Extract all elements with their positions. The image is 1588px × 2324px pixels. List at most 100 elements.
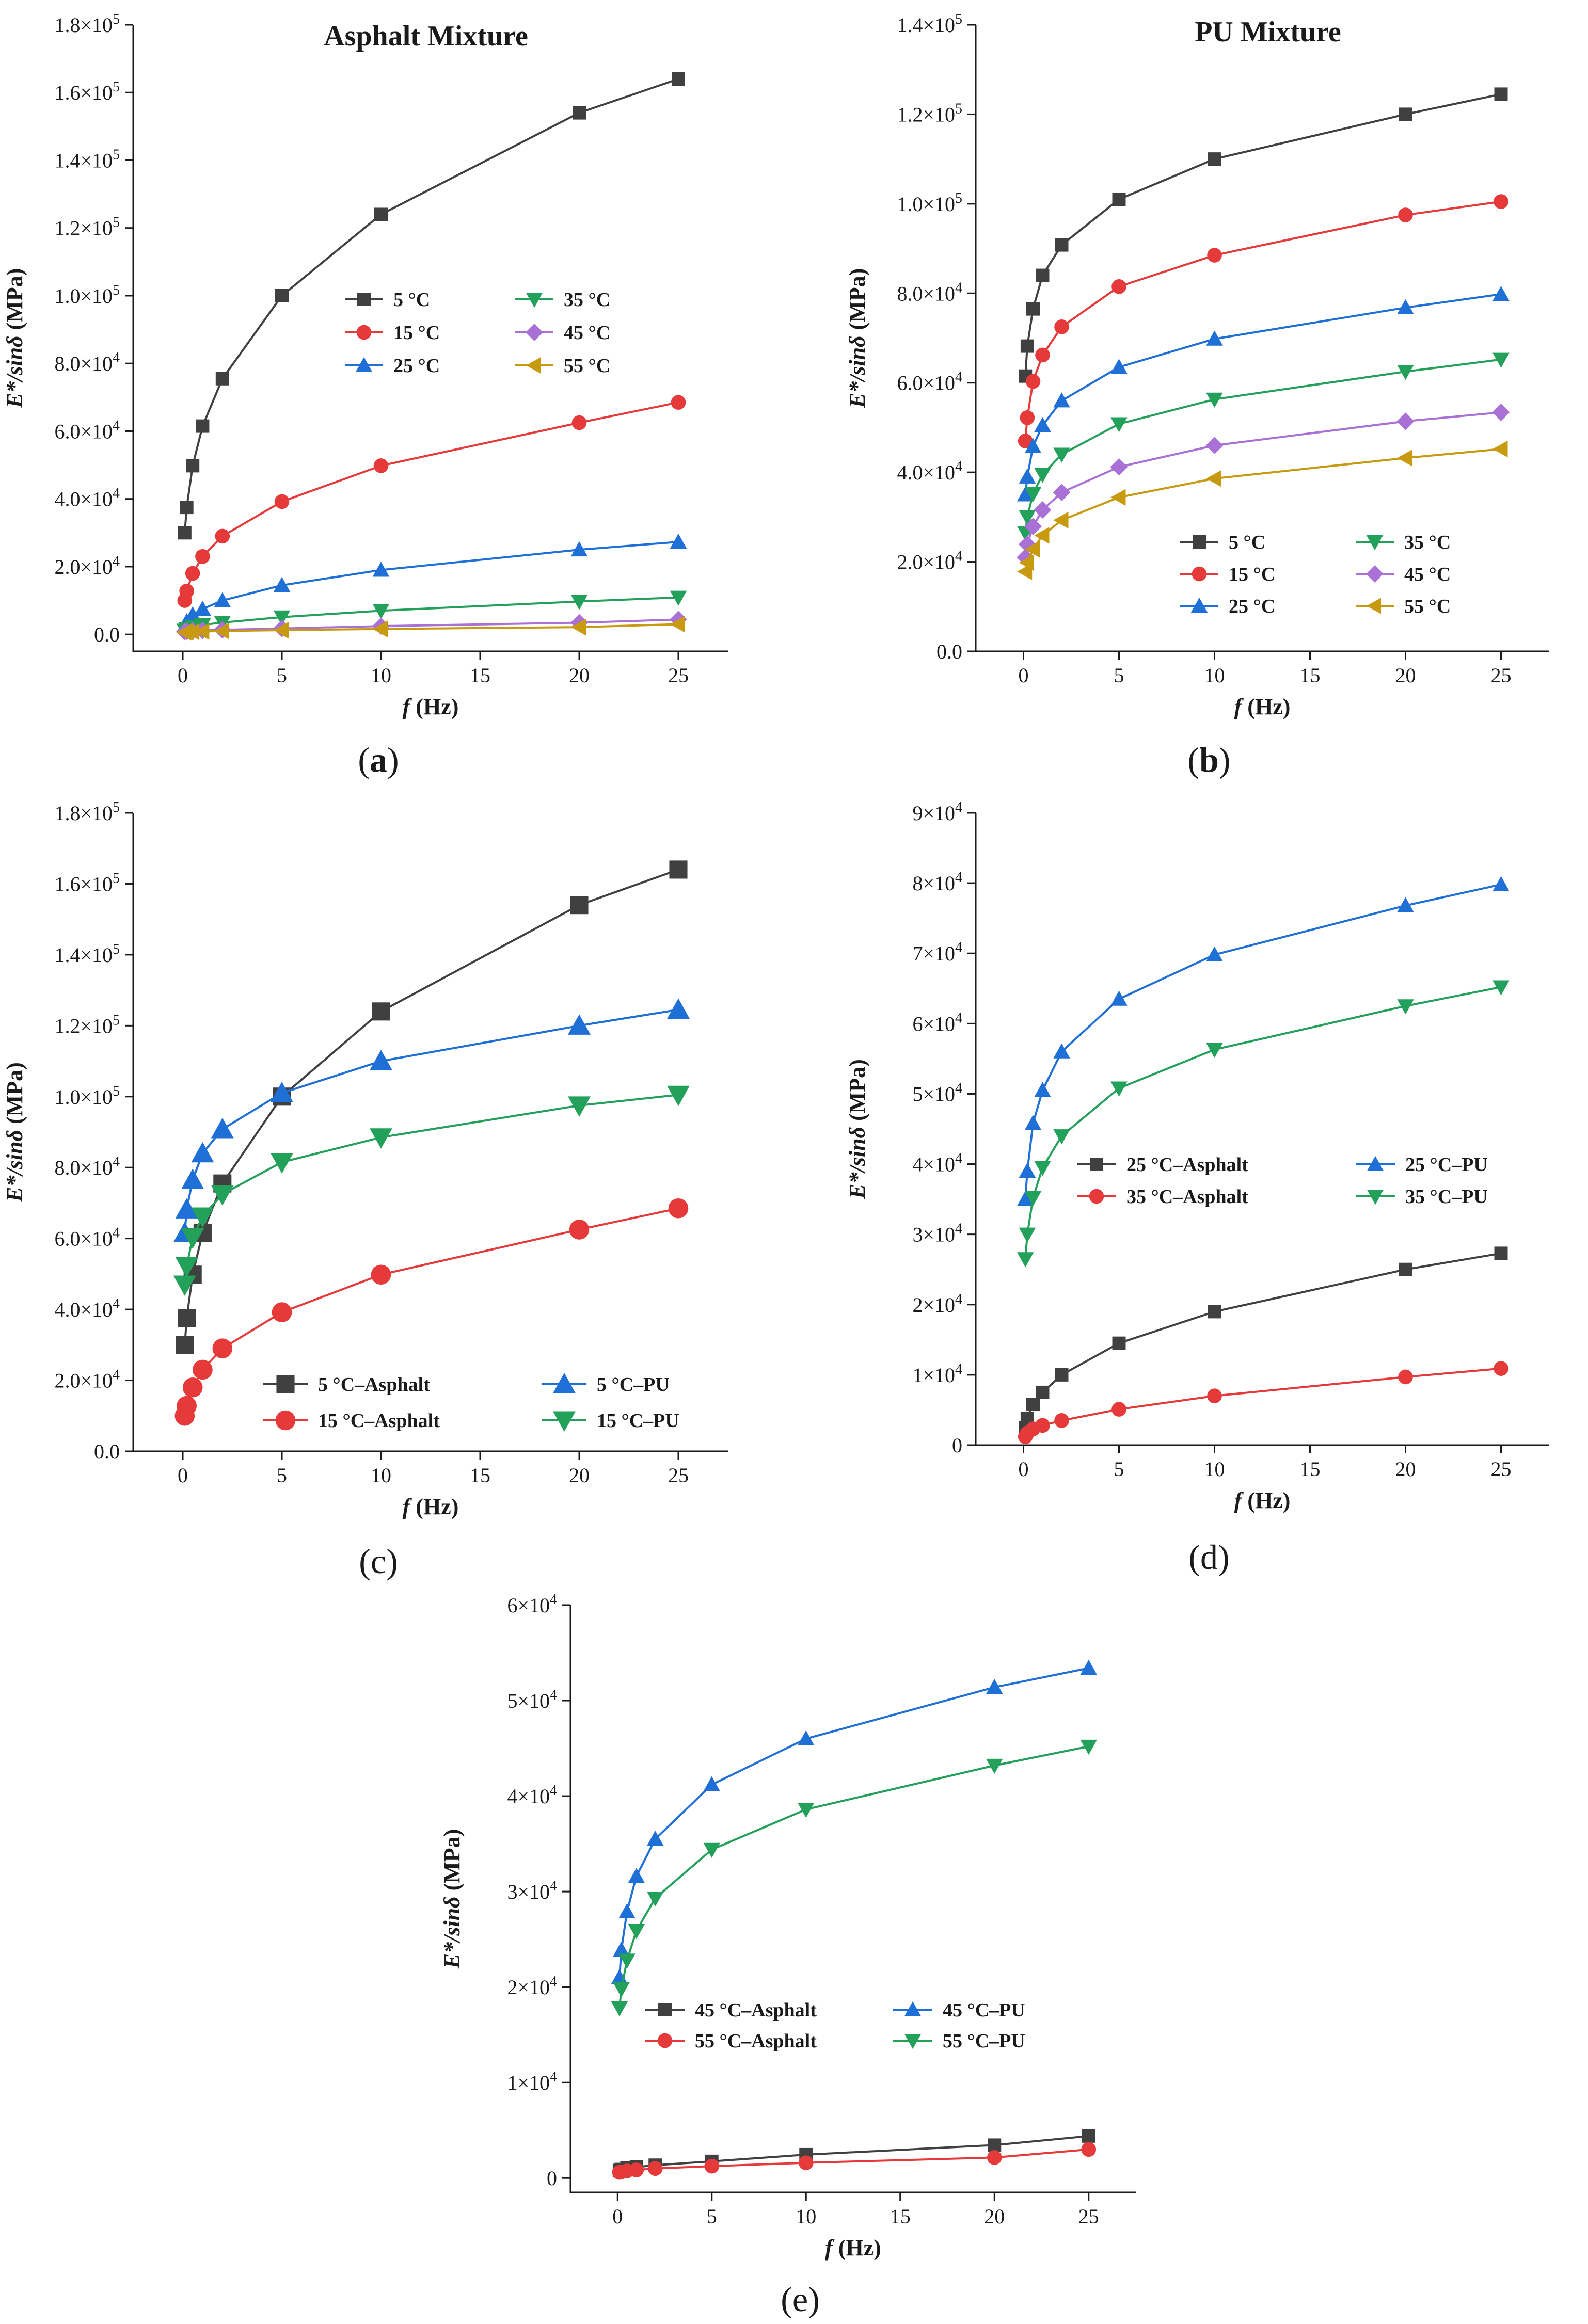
legend-marker bbox=[526, 357, 541, 374]
data-point bbox=[191, 1207, 214, 1228]
data-point bbox=[1206, 946, 1223, 961]
data-point bbox=[1399, 107, 1412, 121]
y-tick-label: 8.0×104 bbox=[897, 280, 962, 305]
x-tick-label: 10 bbox=[1204, 664, 1225, 687]
series-line bbox=[1024, 93, 1501, 376]
x-tick-label: 25 bbox=[1491, 1457, 1512, 1481]
x-tick-label: 25 bbox=[1491, 664, 1512, 687]
panel-label: (b) bbox=[1187, 740, 1230, 779]
series-line bbox=[183, 1094, 679, 1285]
legend-item: 15 °C–PU bbox=[542, 1410, 679, 1432]
y-tick-label: 4.0×104 bbox=[897, 459, 962, 484]
data-point bbox=[571, 415, 587, 430]
data-point bbox=[613, 1982, 630, 1998]
data-point bbox=[215, 372, 229, 386]
data-point bbox=[370, 1128, 392, 1149]
data-point bbox=[671, 395, 686, 410]
legend-marker bbox=[657, 2033, 673, 2048]
x-tick-label: 25 bbox=[1078, 2205, 1099, 2228]
legend-item: 55 °C–Asphalt bbox=[645, 2030, 817, 2052]
legend-marker bbox=[553, 1411, 576, 1432]
data-point bbox=[1018, 434, 1033, 448]
legend-item: 25 °C–Asphalt bbox=[1077, 1154, 1248, 1176]
y-tick-label: 5×104 bbox=[912, 1080, 962, 1105]
y-tick-label: 1×104 bbox=[507, 2069, 557, 2094]
data-point bbox=[1111, 279, 1126, 294]
data-point bbox=[1017, 486, 1034, 502]
data-point bbox=[570, 595, 588, 610]
x-tick-label: 0 bbox=[1019, 1457, 1029, 1481]
legend-label: 35 °C–Asphalt bbox=[1126, 1186, 1248, 1208]
data-point bbox=[1020, 339, 1034, 353]
y-tick-label: 8×104 bbox=[912, 870, 962, 895]
data-point bbox=[1206, 470, 1221, 487]
data-point bbox=[211, 1185, 234, 1206]
y-tick-label: 9×104 bbox=[912, 799, 962, 825]
data-point bbox=[1036, 1385, 1050, 1399]
data-point bbox=[1035, 347, 1050, 363]
data-point bbox=[1492, 980, 1510, 996]
x-tick-label: 20 bbox=[569, 1464, 590, 1487]
data-point bbox=[372, 1002, 390, 1021]
series-5 bbox=[1017, 440, 1508, 580]
legend-item: 55 °C bbox=[515, 355, 610, 377]
y-tick-label: 2.0×104 bbox=[54, 1367, 120, 1392]
y-tick-label: 2.0×104 bbox=[54, 553, 120, 579]
data-point bbox=[1494, 1361, 1508, 1376]
y-tick-label: 1.0×105 bbox=[897, 190, 962, 216]
data-point bbox=[1026, 1398, 1040, 1412]
x-tick-label: 0 bbox=[612, 2205, 623, 2228]
data-point bbox=[372, 620, 388, 637]
series-line bbox=[618, 2135, 1089, 2172]
data-point bbox=[1024, 518, 1042, 535]
data-point bbox=[704, 2158, 720, 2174]
legend-label: 25 °C–Asphalt bbox=[1126, 1154, 1248, 1176]
data-point bbox=[669, 860, 688, 879]
data-point bbox=[1397, 450, 1412, 467]
data-point bbox=[618, 1903, 636, 1918]
chart-panel-c: 0 5 10 15 20 25 0.0 2.0×104 4.0×104 6.0×104 8.0×10… bbox=[2, 799, 728, 1581]
y-tick-label: 4.0×104 bbox=[54, 1296, 120, 1321]
data-point bbox=[1110, 1081, 1128, 1097]
series-3 bbox=[1017, 980, 1510, 1268]
legend-item: 15 °C bbox=[345, 322, 440, 344]
series-3 bbox=[173, 1085, 690, 1296]
data-point bbox=[1054, 319, 1069, 334]
panel-label: (d) bbox=[1188, 1537, 1229, 1577]
series-line bbox=[1024, 293, 1501, 495]
data-point bbox=[212, 1338, 233, 1359]
x-tick-label: 5 bbox=[1114, 1457, 1124, 1481]
legend-item: 55 °C–PU bbox=[893, 2030, 1025, 2052]
data-point bbox=[271, 1153, 293, 1174]
data-point bbox=[670, 590, 687, 606]
data-point bbox=[1024, 1191, 1042, 1207]
data-point bbox=[175, 1198, 198, 1219]
legend: 45 °C–Asphalt 55 °C–Asphalt 45 °C–PU 55 °C–… bbox=[645, 1999, 1025, 2052]
data-point bbox=[1036, 268, 1050, 282]
x-tick-label: 0 bbox=[178, 664, 188, 687]
legend-label: 45 °C bbox=[1404, 564, 1451, 585]
data-point bbox=[1020, 410, 1035, 425]
x-tick-label: 15 bbox=[890, 2205, 911, 2228]
legend-label: 35 °C bbox=[564, 289, 610, 311]
legend-marker bbox=[1366, 535, 1384, 551]
data-point bbox=[1110, 489, 1126, 506]
legend-item: 5 °C bbox=[345, 289, 430, 311]
legend-label: 15 °C–Asphalt bbox=[318, 1410, 440, 1432]
data-point bbox=[185, 566, 200, 581]
data-point bbox=[1034, 416, 1051, 432]
x-axis-label: f (Hz) bbox=[403, 694, 459, 719]
y-tick-label: 1.8×105 bbox=[54, 11, 120, 37]
data-point bbox=[1111, 1402, 1126, 1417]
data-point bbox=[1019, 510, 1036, 526]
data-point bbox=[1019, 468, 1036, 484]
data-point bbox=[177, 1396, 197, 1416]
data-point bbox=[611, 2001, 628, 2017]
data-point bbox=[647, 1892, 664, 1907]
y-tick-label: 0.0 bbox=[94, 1440, 120, 1463]
legend-label: 5 °C–PU bbox=[597, 1374, 670, 1396]
data-point bbox=[1080, 1659, 1097, 1675]
x-tick-label: 10 bbox=[371, 664, 391, 687]
data-point bbox=[1034, 1161, 1051, 1176]
data-point bbox=[1034, 1082, 1051, 1097]
